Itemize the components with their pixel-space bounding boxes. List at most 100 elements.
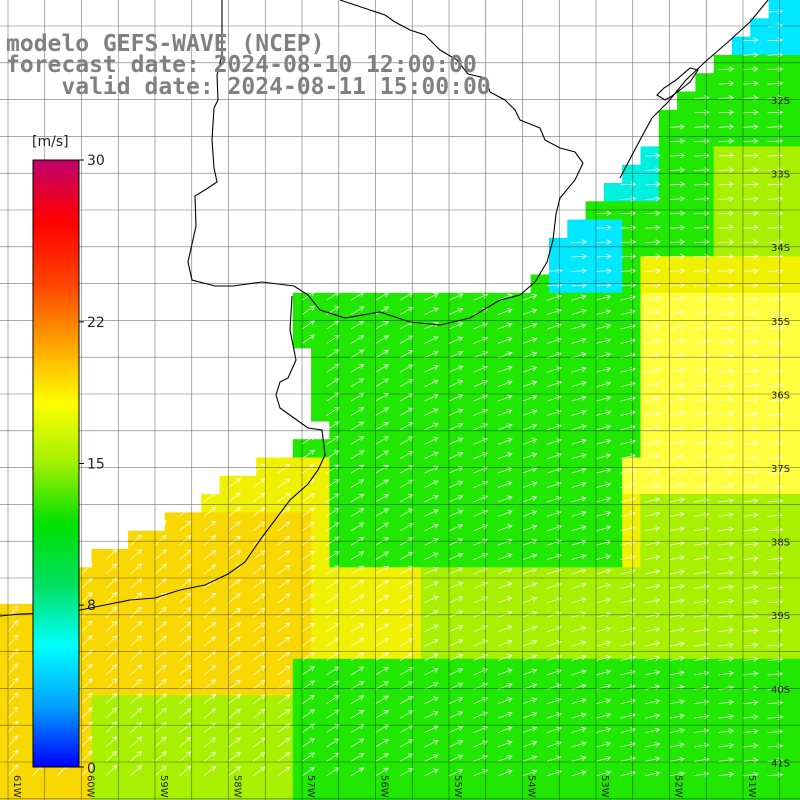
wind-speed-cell <box>347 329 367 349</box>
wind-speed-cell <box>658 164 678 184</box>
wind-arrow <box>7 648 19 661</box>
wind-speed-cell <box>457 768 477 788</box>
wind-speed-cell <box>128 603 147 623</box>
wind-arrow <box>644 295 661 301</box>
wind-arrow <box>277 665 291 676</box>
wind-speed-cell <box>439 750 459 770</box>
wind-arrow <box>522 553 538 561</box>
wind-arrow <box>522 524 538 532</box>
wind-arrow <box>375 666 390 676</box>
wind-speed-cell <box>713 603 733 623</box>
wind-speed-cell <box>439 786 459 800</box>
wind-arrow <box>571 323 587 330</box>
wind-speed-cell <box>439 530 459 550</box>
wind-speed-cell <box>640 366 660 385</box>
wind-speed-cell <box>732 146 751 166</box>
wind-arrow <box>522 409 538 416</box>
wind-arrow <box>669 569 686 575</box>
wind-speed-cell <box>128 640 147 660</box>
wind-speed-cell <box>732 366 751 385</box>
wind-arrow <box>669 756 686 763</box>
wind-arrow <box>375 710 390 719</box>
wind-speed-cell <box>786 768 800 788</box>
model-title: modelo GEFS-WAVE (NCEP) <box>6 31 325 57</box>
wind-speed-cell <box>219 768 239 788</box>
wind-speed-cell <box>512 530 532 550</box>
wind-arrow <box>473 581 489 589</box>
wind-speed-cell <box>695 219 715 239</box>
longitude-label: 61W <box>11 775 22 798</box>
wind-speed-cell <box>732 439 751 459</box>
valid-date: valid date: 2024-08-11 15:00:00 <box>6 74 491 100</box>
wind-speed-cell <box>786 603 800 623</box>
wind-arrow <box>203 765 217 777</box>
wind-speed-cell <box>750 603 770 623</box>
wind-speed-cell <box>732 567 751 587</box>
wind-arrow <box>7 720 19 733</box>
wind-speed-cell <box>494 713 513 733</box>
wind-arrow <box>154 606 167 618</box>
wind-speed-cell <box>549 512 568 532</box>
wind-speed-cell <box>768 512 788 532</box>
wind-arrow <box>7 634 19 647</box>
wind-arrow <box>497 437 513 445</box>
wind-speed-cell <box>91 567 111 587</box>
wind-arrow <box>448 451 464 460</box>
wind-arrow <box>448 495 464 503</box>
wind-speed-cell <box>494 567 513 587</box>
wind-arrow <box>522 322 538 330</box>
wind-arrow <box>448 336 464 344</box>
wind-arrow <box>424 581 439 589</box>
wind-arrow <box>497 625 513 633</box>
wind-arrow <box>522 740 538 748</box>
wind-speed-cell <box>457 677 477 696</box>
wind-arrow <box>350 724 365 733</box>
wind-speed-cell <box>164 713 184 733</box>
wind-speed-cell <box>439 292 459 312</box>
wind-arrow <box>669 641 686 647</box>
wind-speed-cell <box>439 494 459 513</box>
wind-speed-cell <box>786 420 800 440</box>
wind-speed-cell <box>713 585 733 605</box>
wind-arrow <box>718 555 735 561</box>
wind-arrow <box>375 508 390 517</box>
wind-speed-cell <box>128 695 147 715</box>
wind-arrow <box>595 525 612 532</box>
wind-arrow <box>179 664 192 676</box>
wind-speed-cell <box>237 713 257 733</box>
wind-speed-cell <box>164 530 184 550</box>
wind-speed-cell <box>237 786 257 800</box>
wind-speed-cell <box>567 658 587 678</box>
wind-arrow <box>742 167 759 173</box>
wind-speed-cell <box>786 713 800 733</box>
wind-arrow <box>522 423 538 431</box>
wind-speed-cell <box>183 640 202 660</box>
wind-speed-cell <box>237 622 257 642</box>
wind-speed-cell <box>640 750 660 770</box>
wind-arrow <box>669 152 686 159</box>
wind-arrow <box>571 726 587 733</box>
wind-speed-cell <box>786 73 800 93</box>
wind-speed-cell <box>439 549 459 568</box>
wind-arrow <box>718 66 735 72</box>
wind-arrow <box>326 378 340 388</box>
wind-speed-cell <box>640 640 660 660</box>
wind-arrow <box>644 698 661 705</box>
wind-speed-cell <box>183 585 202 605</box>
wind-speed-cell <box>567 420 587 440</box>
wind-arrow <box>301 608 316 618</box>
wind-arrow <box>350 378 365 388</box>
wind-arrow <box>130 621 143 633</box>
wind-arrow <box>81 678 93 690</box>
wind-arrow <box>742 181 759 188</box>
wind-speed-cell <box>585 402 605 422</box>
wind-arrow <box>105 620 118 632</box>
wind-arrow <box>399 378 414 388</box>
wind-arrow <box>424 754 439 762</box>
wind-speed-cell <box>768 18 788 38</box>
wind-arrow <box>669 381 686 388</box>
wind-arrow <box>228 593 242 604</box>
wind-arrow <box>375 421 390 431</box>
wind-arrow <box>522 668 538 676</box>
wind-arrow <box>644 338 661 344</box>
